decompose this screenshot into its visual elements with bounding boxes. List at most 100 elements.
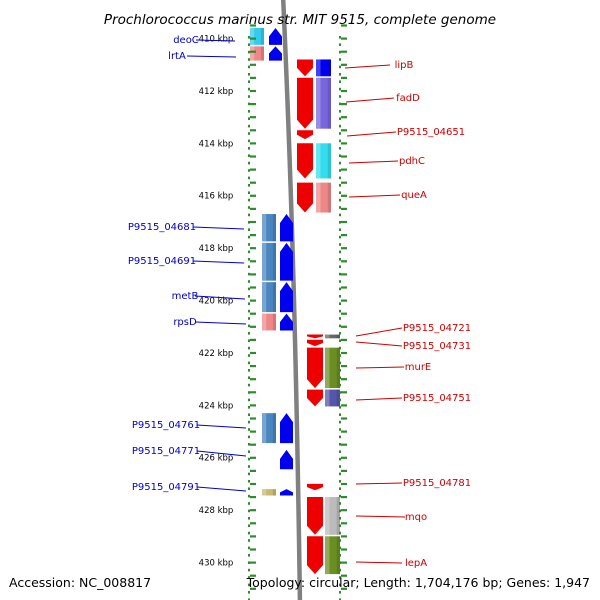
tick-mark-left	[250, 548, 256, 551]
tick-mark-right	[341, 312, 347, 315]
gene-label-reverse: P9515_04791	[132, 482, 200, 493]
guide-dot	[248, 487, 250, 490]
cog-box-forward	[316, 59, 331, 77]
gene-label-forward: lipB	[395, 60, 414, 71]
gene-arrow-reverse	[280, 313, 293, 331]
guide-dot	[339, 369, 341, 372]
cog-box-reverse	[262, 282, 276, 313]
leader-line-forward	[345, 97, 395, 103]
guide-dot	[339, 494, 341, 498]
tick-mark-right	[341, 351, 347, 355]
tick-mark-left	[250, 404, 256, 407]
tick-mark-right	[341, 574, 347, 577]
guide-dot	[248, 272, 250, 276]
gene-arrow-forward	[307, 536, 323, 575]
cog-box-reverse-fill	[262, 214, 276, 242]
gene-label-reverse: rpsD	[173, 317, 197, 328]
cog-box-forward-shadow	[336, 389, 340, 407]
tick-mark-left	[250, 430, 256, 433]
guide-dot	[339, 139, 341, 143]
gene-label-forward: P9515_04651	[397, 127, 465, 138]
gene-arrow-forward	[297, 59, 313, 77]
cog-box-reverse-shade	[262, 282, 267, 313]
guide-dot	[339, 428, 341, 431]
tick-mark-right	[341, 365, 347, 368]
guide-dot	[248, 258, 250, 261]
tick-mark-right	[341, 116, 347, 119]
tick-mark-right	[341, 155, 347, 158]
guide-dot	[339, 354, 341, 357]
leader-line-forward	[355, 366, 405, 369]
gene-arrow-forward	[307, 334, 323, 339]
cog-box-reverse-shade	[262, 489, 267, 496]
leader-line-forward	[355, 341, 403, 347]
cog-box-reverse-fill	[262, 313, 276, 331]
tick-mark-right	[341, 561, 347, 564]
gene-label-reverse: P9515_04771	[132, 446, 200, 457]
cog-box-forward-shadow	[327, 77, 331, 129]
tick-mark-left	[250, 247, 256, 250]
guide-dot	[248, 539, 250, 542]
tick-mark-left	[250, 286, 256, 289]
guide-dot	[339, 228, 341, 231]
guide-dot	[339, 169, 341, 172]
cog-box-forward-fill	[316, 77, 331, 129]
cog-box-reverse-shadow	[272, 282, 276, 313]
tick-mark-right	[341, 587, 347, 590]
guide-dot	[248, 124, 250, 128]
gene-arrow-forward	[297, 143, 313, 179]
tick-mark-right	[341, 168, 347, 171]
tick-mark-right	[341, 103, 347, 106]
tick-mark-left	[250, 155, 256, 158]
guide-dot	[248, 413, 250, 416]
tick-mark-right	[341, 469, 347, 472]
guide-dot	[339, 80, 341, 83]
cog-box-reverse-shadow	[272, 214, 276, 242]
guide-dot	[248, 139, 250, 143]
cog-box-forward-fill	[325, 536, 340, 575]
tick-mark-left	[250, 37, 256, 40]
cog-box-forward-shade	[325, 389, 330, 407]
leader-line-forward	[355, 397, 403, 401]
guide-dot	[248, 95, 250, 98]
cog-box-forward-shadow	[336, 347, 340, 389]
tick-mark-left	[250, 50, 256, 53]
tick-mark-left	[250, 207, 256, 210]
tick-mark-right	[341, 509, 347, 512]
cog-box-forward	[316, 182, 331, 213]
cog-box-reverse	[262, 214, 276, 242]
cog-box-forward-shade	[316, 182, 321, 213]
tick-mark-left	[250, 351, 256, 355]
tick-mark-right	[341, 299, 347, 302]
tick-mark-left	[250, 365, 256, 368]
guide-dot	[339, 531, 341, 535]
tick-mark-left	[250, 299, 256, 302]
cog-box-reverse-shade	[262, 214, 267, 242]
cog-box-reverse-shade	[250, 28, 255, 45]
guide-dot	[339, 480, 341, 483]
tick-mark-left	[250, 142, 256, 145]
tick-mark-left	[250, 116, 256, 119]
tick-label: 418 kbp	[199, 244, 234, 254]
tick-mark-right	[341, 37, 347, 40]
guide-dot	[248, 213, 250, 217]
tick-mark-left	[250, 234, 256, 237]
cog-box-reverse-fill	[262, 489, 276, 496]
cog-box-forward-shade	[325, 536, 330, 575]
guide-dot	[248, 295, 250, 298]
gene-arrow-forward	[307, 347, 323, 389]
guide-dot	[248, 161, 250, 165]
guide-dot	[339, 287, 341, 291]
gene-tracks	[250, 0, 340, 600]
guide-dot	[339, 43, 341, 46]
guide-dot	[248, 369, 250, 372]
tick-mark-left	[250, 103, 256, 106]
tick-label: 428 kbp	[199, 506, 234, 516]
leader-line-reverse	[195, 39, 236, 42]
guide-dot	[248, 480, 250, 483]
cog-box-reverse-shade	[262, 413, 267, 444]
guide-dot	[339, 391, 341, 394]
guide-dot	[248, 309, 250, 313]
tick-mark-left	[250, 509, 256, 512]
guide-dot	[248, 398, 250, 402]
